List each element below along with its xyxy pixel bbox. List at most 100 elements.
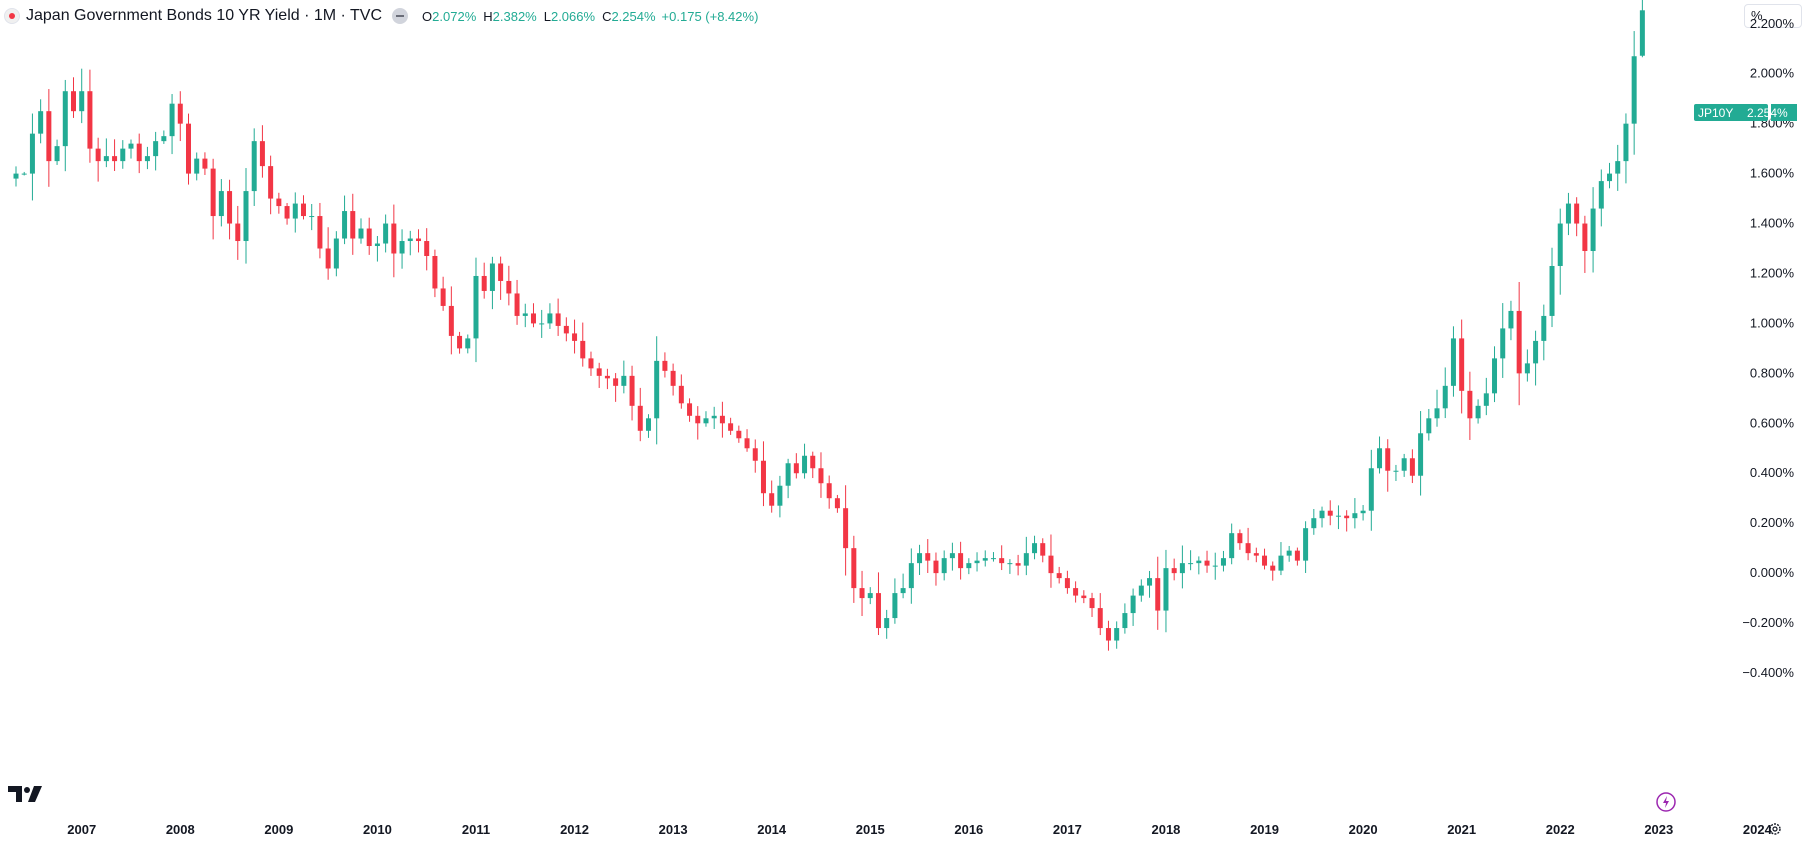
candle <box>744 429 750 452</box>
symbol-title[interactable]: Japan Government Bonds 10 YR Yield · 1M … <box>26 7 383 24</box>
candle <box>637 387 643 442</box>
candle <box>621 360 627 394</box>
x-tick-label: 2020 <box>1349 822 1378 837</box>
candle <box>1179 545 1185 589</box>
candle <box>1475 399 1481 424</box>
candle <box>1434 389 1440 427</box>
candle <box>1344 510 1350 532</box>
candle <box>884 609 890 639</box>
candle <box>268 155 274 215</box>
y-tick-label: 0.200% <box>1750 515 1795 530</box>
candle <box>136 133 142 174</box>
candle <box>70 77 76 118</box>
candle <box>284 203 290 225</box>
x-tick-label: 2019 <box>1250 822 1279 837</box>
candle <box>588 351 594 376</box>
candle <box>1262 548 1268 570</box>
candle <box>1615 144 1621 191</box>
candle <box>1565 192 1571 236</box>
candle <box>1516 282 1522 406</box>
candle <box>875 572 881 636</box>
y-tick-label: 0.600% <box>1750 415 1795 430</box>
candle <box>1607 162 1613 189</box>
candle <box>1237 529 1243 550</box>
candle <box>1639 0 1645 58</box>
candle <box>1327 500 1333 526</box>
candle <box>1442 367 1448 419</box>
candle <box>300 195 306 220</box>
candle <box>1253 547 1259 563</box>
candle <box>1377 436 1383 474</box>
candle <box>982 550 988 567</box>
candle <box>514 279 520 325</box>
candle <box>1245 527 1251 561</box>
candle <box>128 139 134 159</box>
candle <box>736 425 742 443</box>
candle <box>1483 377 1489 416</box>
candle <box>999 545 1005 571</box>
candle <box>1549 247 1555 328</box>
candle <box>1155 556 1161 630</box>
candle <box>1401 453 1407 477</box>
candle <box>719 401 725 438</box>
candle <box>785 458 791 499</box>
candle <box>613 373 619 402</box>
candle <box>1450 326 1456 397</box>
price-axis: 2.400%2.200%2.000%1.800%1.600%1.400%1.20… <box>1742 16 1795 680</box>
gear-icon[interactable] <box>1768 822 1782 836</box>
x-tick-label: 2012 <box>560 822 589 837</box>
candle <box>21 171 27 176</box>
candle <box>555 298 561 336</box>
candle <box>46 89 52 187</box>
candle <box>358 218 364 244</box>
candle <box>1418 411 1424 496</box>
candle <box>194 152 200 181</box>
candle <box>1360 505 1366 521</box>
candle <box>1426 408 1432 441</box>
candle <box>1122 603 1128 634</box>
candle <box>457 331 463 354</box>
candle <box>1138 579 1144 602</box>
candle <box>1368 449 1374 531</box>
candle <box>867 587 873 605</box>
candle <box>1171 558 1177 581</box>
candle <box>1492 346 1498 403</box>
y-tick-label: −0.200% <box>1742 615 1794 630</box>
candle <box>1204 550 1210 573</box>
y-tick-label: 2.200% <box>1750 16 1795 31</box>
y-tick-label: 1.600% <box>1750 166 1795 181</box>
candle <box>1056 566 1062 584</box>
candle <box>350 193 356 255</box>
candle <box>547 303 553 329</box>
unit-selector[interactable]: % <box>1744 4 1802 28</box>
candle <box>769 480 775 513</box>
candle <box>62 79 68 172</box>
candle <box>235 205 241 260</box>
candle <box>251 128 257 206</box>
candle <box>1500 303 1506 378</box>
candle <box>1097 593 1103 636</box>
tradingview-logo-icon[interactable] <box>8 786 42 802</box>
candle <box>695 406 701 440</box>
hide-series-icon[interactable] <box>392 8 409 24</box>
x-tick-label: 2013 <box>659 822 688 837</box>
candle <box>752 439 758 473</box>
candle <box>629 365 635 421</box>
candle <box>317 202 323 259</box>
candle <box>1007 559 1013 574</box>
lightning-icon[interactable] <box>1656 792 1676 812</box>
candle <box>580 322 586 367</box>
candle <box>342 195 348 245</box>
y-tick-label: 0.400% <box>1750 465 1795 480</box>
candle <box>908 548 914 604</box>
candle <box>900 573 906 599</box>
candle <box>210 158 216 240</box>
candle <box>1533 330 1539 386</box>
candle <box>990 552 996 562</box>
candle <box>834 494 840 513</box>
x-tick-label: 2010 <box>363 822 392 837</box>
candle <box>112 139 118 171</box>
candle <box>1188 550 1194 571</box>
candle <box>1409 449 1415 484</box>
